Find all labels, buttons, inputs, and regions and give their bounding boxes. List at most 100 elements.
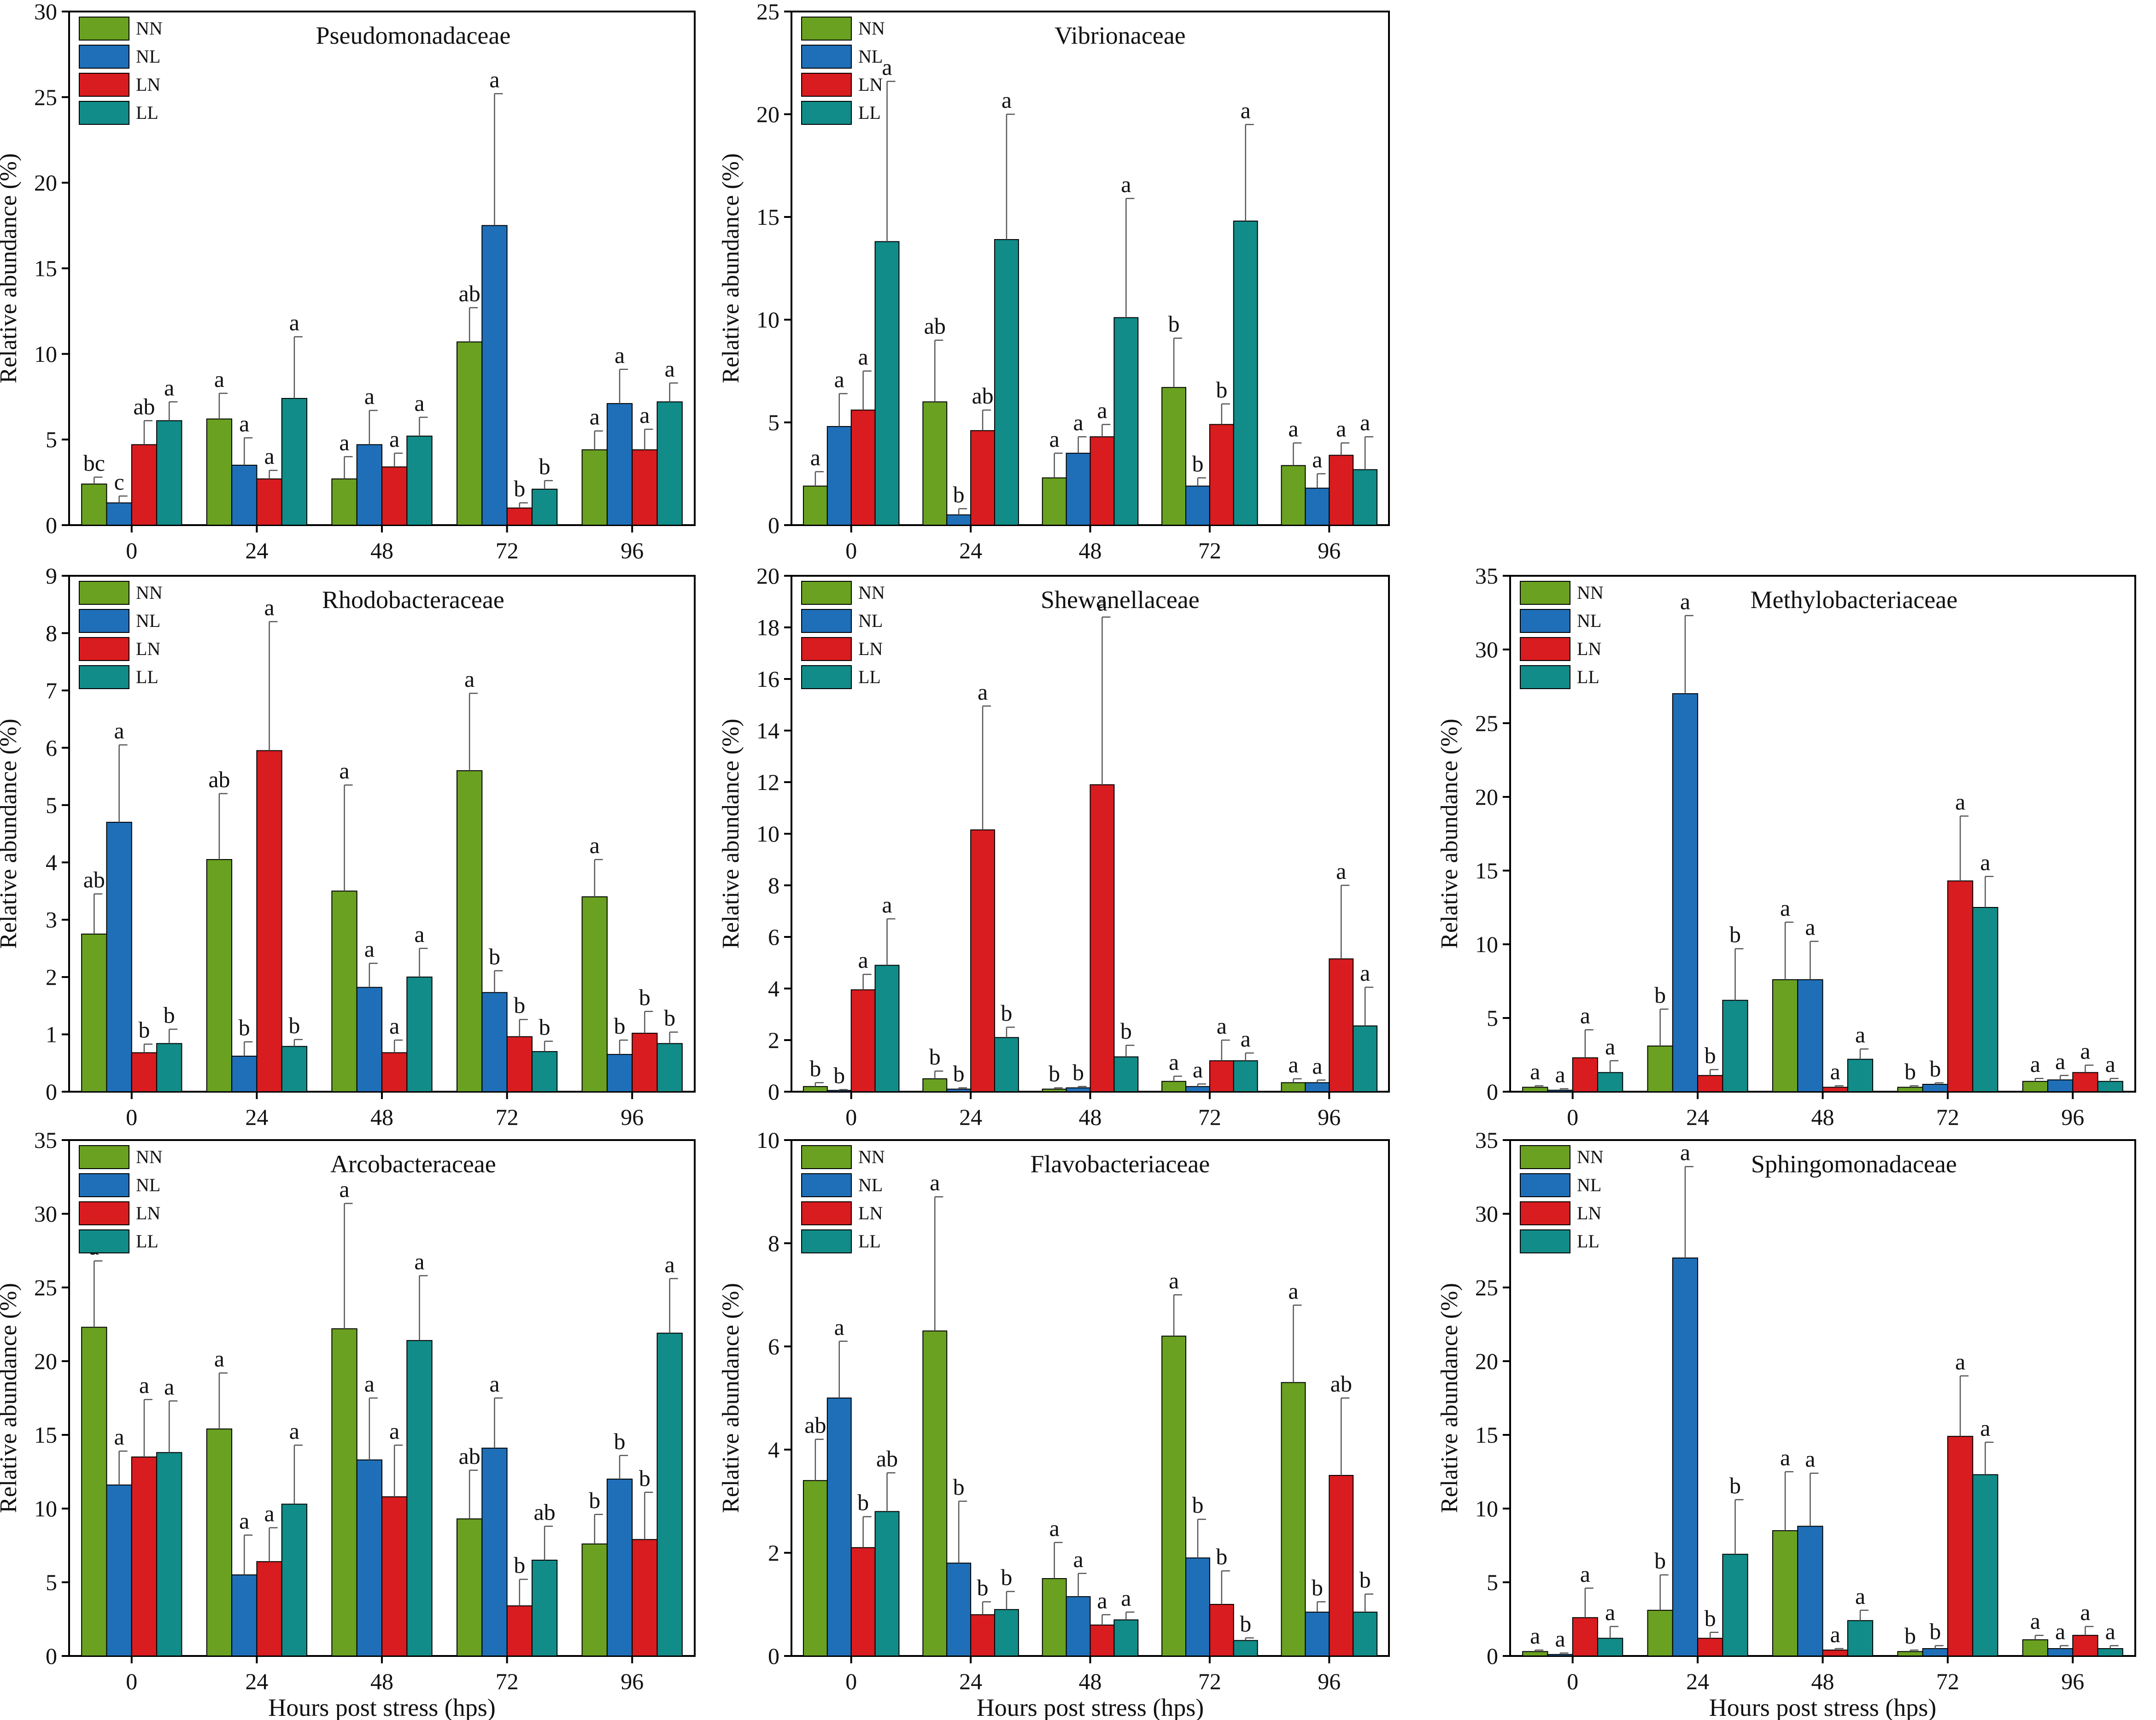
legend-swatch-nn [79, 1145, 129, 1169]
x-tick-label: 0 [126, 1668, 137, 1694]
significance-letter: a [978, 679, 988, 705]
legend-label-ll: LL [858, 102, 881, 123]
legend-label-ln: LN [136, 638, 160, 659]
y-tick-label: 6 [768, 924, 779, 950]
legend-swatch-ln [79, 637, 129, 661]
bar-nn-72 [1161, 1081, 1187, 1093]
bar-ln-24 [970, 829, 995, 1092]
chart-title: Sphingomonadaceae [1751, 1150, 1957, 1178]
legend-label-ll: LL [858, 667, 881, 687]
bar-ln-0 [1572, 1617, 1598, 1657]
bar-ln-72 [1947, 880, 1974, 1093]
significance-letter: a [114, 1424, 124, 1450]
y-tick-label: 4 [768, 976, 779, 1001]
significance-letter: b [953, 1061, 965, 1087]
x-tick-label: 24 [245, 1104, 268, 1130]
significance-letter: a [1217, 1013, 1227, 1039]
bar-nl-96 [606, 403, 633, 526]
bar-ll-72 [531, 1051, 558, 1093]
bar-ll-48 [1113, 317, 1139, 526]
legend-label-ln: LN [1577, 1203, 1601, 1223]
significance-letter: b [1168, 311, 1180, 337]
y-axis-label: Relative abundance (%) [0, 719, 22, 949]
legend-label-ln: LN [858, 1203, 883, 1223]
y-tick-label: 1 [46, 1022, 57, 1047]
bar-ll-72 [1233, 1640, 1258, 1656]
significance-letter: a [1555, 1062, 1565, 1088]
significance-letter: a [665, 1252, 675, 1277]
x-tick-label: 48 [370, 1668, 393, 1694]
y-tick-label: 2 [768, 1540, 779, 1566]
significance-letter: a [1855, 1583, 1865, 1609]
significance-letter: b [1216, 377, 1227, 403]
significance-letter: a [1312, 447, 1322, 473]
significance-letter: a [639, 402, 650, 428]
bar-nn-0 [803, 486, 828, 526]
significance-letter: a [414, 921, 424, 947]
x-tick-label: 96 [621, 1668, 644, 1694]
x-tick-label: 96 [1318, 1104, 1341, 1130]
x-tick-label: 48 [1811, 1104, 1834, 1130]
significance-letter: b [614, 1013, 626, 1039]
significance-letter: b [1929, 1619, 1941, 1644]
bar-ln-96 [1329, 1475, 1354, 1656]
significance-letter: ab [459, 1443, 480, 1469]
bar-nn-0 [81, 933, 107, 1093]
y-tick-label: 10 [34, 1496, 57, 1521]
legend-label-nn: NN [858, 18, 885, 39]
significance-letter: a [1980, 849, 1990, 875]
bar-nn-96 [581, 896, 608, 1093]
bar-nl-96 [1305, 487, 1330, 526]
bar-ln-24 [256, 478, 282, 526]
significance-letter: a [615, 342, 625, 368]
bar-nl-0 [106, 1484, 132, 1657]
legend-label-ln: LN [1577, 638, 1601, 659]
bar-ln-48 [1090, 1624, 1115, 1657]
legend-label-nn: NN [136, 1147, 163, 1167]
bar-nl-48 [1797, 979, 1823, 1093]
bar-ll-48 [1847, 1059, 1874, 1093]
legend-swatch-ll [801, 1229, 852, 1253]
bar-ln-48 [1090, 784, 1115, 1092]
significance-letter: a [882, 54, 892, 80]
significance-letter: b [138, 1017, 150, 1043]
legend-label-ll: LL [136, 102, 158, 123]
bar-ln-0 [131, 1052, 158, 1092]
legend-swatch-nl [801, 609, 852, 633]
significance-letter: b [809, 1055, 821, 1081]
legend-swatch-ll [801, 101, 852, 125]
bar-nn-0 [81, 1327, 107, 1656]
legend-label-ln: LN [858, 74, 883, 95]
legend-label-ll: LL [136, 667, 158, 687]
chart-title: Pseudomonadaceae [316, 22, 510, 49]
significance-letter: a [264, 443, 274, 469]
y-axis-label: Relative abundance (%) [718, 153, 744, 384]
bar-ln-72 [506, 1036, 533, 1093]
significance-letter: a [114, 718, 124, 743]
bar-nn-0 [1522, 1651, 1548, 1656]
bar-ln-72 [506, 1605, 533, 1656]
significance-letter: a [1241, 1026, 1251, 1052]
y-tick-label: 0 [768, 512, 779, 538]
significance-letter: a [1360, 410, 1370, 435]
significance-letter: ab [533, 1499, 555, 1525]
significance-letter: a [1241, 97, 1251, 123]
bar-ll-96 [656, 1333, 683, 1656]
legend-label-nn: NN [1577, 1147, 1604, 1167]
bar-nl-0 [826, 426, 852, 526]
bar-ln-96 [632, 1539, 658, 1656]
significance-letter: a [858, 947, 868, 973]
significance-letter: a [1073, 1546, 1083, 1572]
bar-ll-48 [1113, 1619, 1139, 1657]
y-tick-label: 35 [1475, 563, 1498, 589]
significance-letter: a [1288, 416, 1298, 442]
y-tick-label: 0 [46, 1643, 57, 1669]
x-tick-label: 0 [845, 1668, 857, 1694]
significance-letter: a [2030, 1608, 2040, 1634]
significance-letter: a [1805, 914, 1815, 940]
y-tick-label: 2 [768, 1027, 779, 1053]
legend-label-nn: NN [136, 18, 163, 39]
legend-swatch-nn [79, 17, 129, 41]
y-tick-label: 18 [756, 614, 779, 640]
